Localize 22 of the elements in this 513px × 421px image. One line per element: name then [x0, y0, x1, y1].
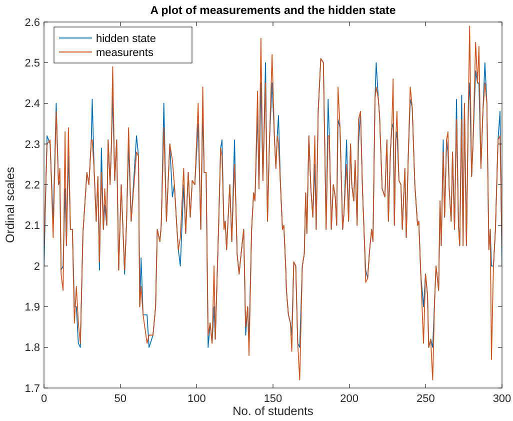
x-tick-label: 150: [264, 393, 282, 405]
y-tick-label: 2: [34, 260, 40, 273]
y-tick-label: 2.3: [24, 138, 40, 151]
x-tick-label: 300: [492, 393, 512, 405]
y-tick-label: 2.4: [24, 98, 40, 110]
x-tick-label: 100: [187, 393, 206, 405]
chart-title: A plot of measurements and the hidden state: [150, 5, 396, 17]
y-tick-label: 1.7: [24, 382, 40, 395]
legend-label: measurents: [96, 46, 154, 59]
x-tick-label: 50: [114, 393, 126, 405]
x-axis-title: No. of students: [232, 404, 314, 418]
y-tick-label: 2.5: [24, 58, 40, 70]
x-tick-label: 250: [416, 393, 435, 405]
y-tick-label: 1.9: [24, 302, 40, 314]
y-tick-label: 2.1: [24, 220, 40, 232]
y-tick-label: 2.2: [24, 180, 40, 192]
y-tick-label: 2.6: [24, 16, 40, 29]
x-tick-label: 0: [40, 393, 48, 405]
legend-label: hidden state: [96, 32, 156, 45]
y-tick-label: 1.8: [24, 342, 40, 354]
x-tick-label: 200: [340, 393, 359, 405]
y-axis-title: Ordinal scales: [3, 166, 17, 244]
